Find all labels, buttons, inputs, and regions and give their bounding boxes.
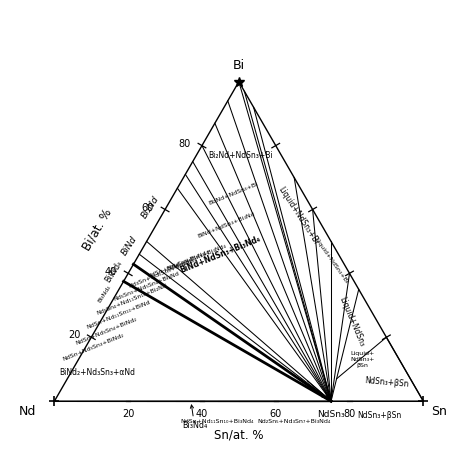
Text: Liquid+
NdSn₃+
βSn: Liquid+ NdSn₃+ βSn [350, 351, 374, 368]
Text: Nd₅Sn₃+Nd₅Sn₄+Bi₂Nd: Nd₅Sn₃+Nd₅Sn₄+Bi₂Nd [113, 271, 181, 302]
Text: NdSn+Nd₁₁Sn₁₀+BiNd: NdSn+Nd₁₁Sn₁₀+BiNd [86, 300, 152, 330]
Text: Liquid+NdSn₃: Liquid+NdSn₃ [337, 295, 366, 347]
Text: 40: 40 [196, 409, 208, 419]
Text: Liquid+NdSn₃+Bi: Liquid+NdSn₃+Bi [313, 237, 349, 284]
Text: BiNd+NdSn₃+Bi₃Nd₄: BiNd+NdSn₃+Bi₃Nd₄ [179, 234, 262, 274]
Text: Bi₃Nd₄: Bi₃Nd₄ [97, 284, 111, 303]
Text: BiNd₂+Nd₃Sn₃+αNd: BiNd₂+Nd₃Sn₃+αNd [59, 368, 135, 377]
Text: Nd: Nd [18, 405, 36, 418]
Text: 80: 80 [343, 409, 356, 419]
Text: Bi: Bi [233, 59, 245, 73]
Text: Liquid+NdSn₃+Bi: Liquid+NdSn₃+Bi [276, 185, 320, 246]
Text: NdSn+Nd₅Sn₃+BiNd₂: NdSn+Nd₅Sn₃+BiNd₂ [62, 332, 125, 362]
Text: Nd₃Sn+Nd₅Sn₃+Bi₃Nd₄: Nd₃Sn+Nd₅Sn₃+Bi₃Nd₄ [128, 258, 195, 289]
Text: 20: 20 [122, 409, 134, 419]
Text: 40: 40 [105, 266, 117, 276]
Text: NdSn₃+βSn: NdSn₃+βSn [357, 411, 401, 420]
Text: Nd₅Sn₄+Nd₁₁Sn₁₀+Bi₂Nd: Nd₅Sn₄+Nd₁₁Sn₁₀+Bi₂Nd [96, 283, 168, 316]
Text: NdSn+Nd₅Sn₄+BiNd₂: NdSn+Nd₅Sn₄+BiNd₂ [74, 316, 137, 346]
Text: Sn: Sn [431, 405, 447, 418]
Text: Nd₂Sn₅+Nd₃Sn₇+Bi₃Nd₄: Nd₂Sn₅+Nd₃Sn₇+Bi₃Nd₄ [257, 419, 331, 424]
Text: Bi/at. %: Bi/at. % [80, 206, 114, 253]
Text: Bi₂Nd: Bi₂Nd [140, 195, 161, 220]
Text: NdSn+Nd₁₁Sn₁₀+Bi₃Nd₄: NdSn+Nd₁₁Sn₁₀+Bi₃Nd₄ [180, 419, 254, 424]
Text: 80: 80 [179, 139, 191, 149]
Text: Bi₃Nd₄: Bi₃Nd₄ [182, 405, 207, 430]
Text: Bi₂Nd+NdSn₃+Bi: Bi₂Nd+NdSn₃+Bi [209, 151, 273, 160]
Text: Bi₃Nd₄: Bi₃Nd₄ [104, 259, 125, 284]
Text: BiNd: BiNd [120, 235, 139, 257]
Text: 60: 60 [142, 202, 154, 213]
Text: BiNd+NdSn₃+Bi₃Nd: BiNd+NdSn₃+Bi₃Nd [196, 211, 255, 239]
Text: Bi₂Nd+NdSn₃+Bi: Bi₂Nd+NdSn₃+Bi [208, 181, 259, 206]
Text: 20: 20 [68, 330, 80, 340]
Text: NdSn₃+βSn: NdSn₃+βSn [364, 375, 409, 388]
Text: 60: 60 [270, 409, 282, 419]
Text: NdSn₃: NdSn₃ [317, 410, 345, 419]
Text: Sn/at. %: Sn/at. % [214, 429, 264, 442]
Text: NdSn+Nd₃Sn+Bi₃Nd₄: NdSn+Nd₃Sn+Bi₃Nd₄ [146, 249, 210, 278]
Text: BiNd+NdSn₃+Bi₃Nd₄: BiNd+NdSn₃+Bi₃Nd₄ [166, 243, 227, 272]
